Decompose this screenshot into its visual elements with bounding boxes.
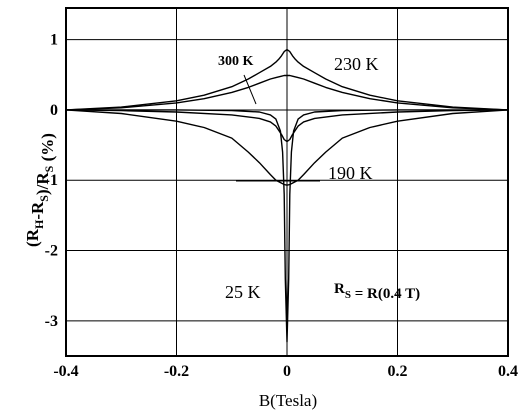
x-tick-label: -0.2 [164,363,189,380]
tick-labels: -0.4 -0.2 0 0.2 0.4 1 0 -1 -2 -3 [45,32,518,380]
x-tick-label: 0.2 [388,363,408,380]
x-tick-label: 0 [283,363,291,380]
y-tick-label: -3 [45,313,58,330]
annotation-230k: 230 K [334,54,379,74]
plot-frame [65,7,509,357]
series-line-1 [65,48,509,111]
x-tick-label: 0.4 [498,363,518,380]
series-line-4 [66,109,508,343]
annotation-190k: 190 K [328,163,373,183]
series-line-0 [65,74,509,111]
annotation-300k: 300 K [218,54,254,69]
y-axis-label: (RH-RS)/RS (%) [23,133,57,247]
x-axis-label: B(Tesla) [259,391,317,410]
x-tick-label: -0.4 [53,363,78,380]
y-tick-label: -1 [45,172,58,189]
series-line-2 [65,109,509,186]
y-tick-label: 0 [50,102,58,119]
leader-line-300k [243,74,257,105]
annotation-25k: 25 K [225,282,261,302]
y-tick-label: 1 [50,32,58,49]
y-tick-label: -2 [45,243,58,260]
annotation-rs-definition: RS = R(0.4 T) [334,281,420,302]
series-layer [65,48,509,343]
plot-border [65,7,509,357]
series-line-3 [65,109,509,143]
